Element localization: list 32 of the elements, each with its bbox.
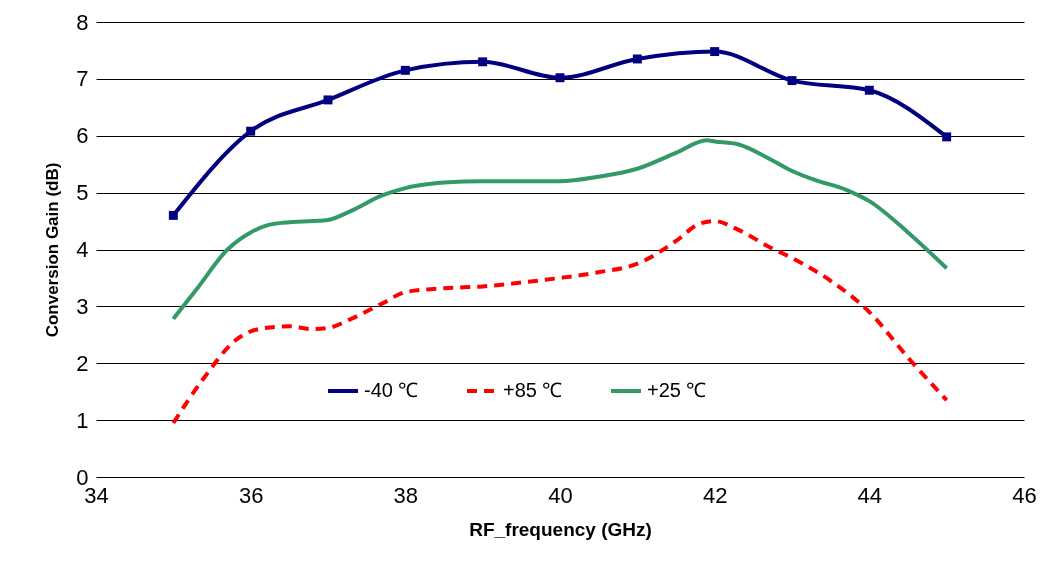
y-tick-label: 4 — [76, 237, 89, 262]
legend-label: +25 ℃ — [647, 379, 707, 401]
x-tick-label: 42 — [702, 482, 728, 508]
point — [942, 132, 952, 142]
legend-label: -40 ℃ — [364, 379, 419, 401]
point — [555, 73, 565, 83]
point — [323, 95, 333, 105]
point — [787, 76, 797, 86]
y-tick-label: 5 — [76, 180, 89, 206]
y-tick-label: 1 — [76, 407, 89, 433]
point — [478, 57, 488, 67]
line-series — [171, 138, 949, 321]
y-tick-label: 2 — [76, 350, 89, 376]
y-tick-label: 6 — [76, 123, 89, 149]
point — [710, 47, 720, 57]
line-series — [171, 219, 949, 425]
point — [400, 65, 410, 75]
x-axis-title: RF_frequency (GHz) — [469, 518, 652, 540]
point — [246, 126, 256, 136]
point — [168, 210, 178, 220]
y-tick-label: 7 — [76, 66, 89, 92]
y-tick-label: 3 — [76, 293, 89, 319]
legend-label: +85 ℃ — [503, 379, 563, 401]
x-tick-label: 36 — [238, 482, 264, 508]
x-tick-label: 46 — [1012, 482, 1037, 508]
x-tick-label: 38 — [393, 482, 419, 508]
x-tick-label: 44 — [857, 482, 883, 508]
y-axis-title: Conversion Gain (dB) — [43, 162, 63, 338]
point — [864, 85, 874, 95]
point — [632, 54, 642, 64]
x-tick-label: 40 — [548, 482, 573, 508]
y-tick-label: 8 — [76, 9, 89, 35]
